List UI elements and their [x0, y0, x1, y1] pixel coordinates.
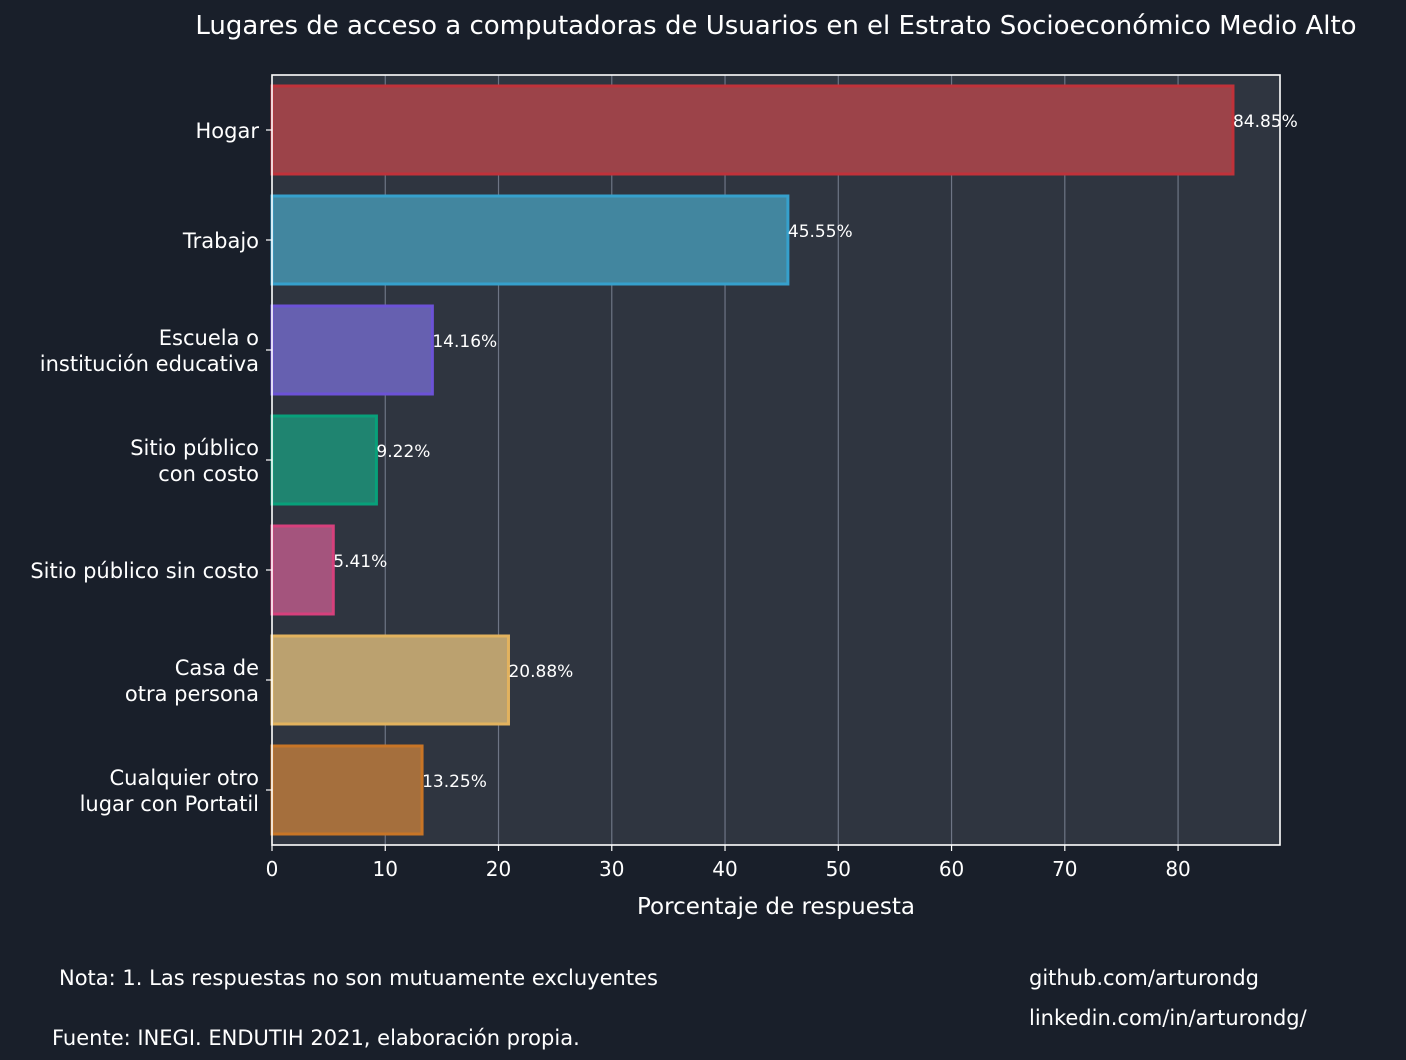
- y-tick-label: Casa de otra persona: [125, 656, 259, 706]
- x-tick-label: 70: [1052, 857, 1077, 881]
- bar-value-label: 20.88%: [508, 662, 573, 682]
- x-tick-label: 0: [266, 857, 279, 881]
- bar-value-label: 14.16%: [432, 332, 497, 352]
- y-axis-labels: Hogar Trabajo Escuela o institución educati…: [30, 119, 272, 816]
- y-tick-label: Hogar: [196, 119, 260, 143]
- bar: [270, 84, 1235, 176]
- bar: [270, 524, 335, 616]
- chart-title: Lugares de acceso a computadoras de Usua…: [195, 11, 1356, 41]
- footer-note: Nota: 1. Las respuestas no son mutuament…: [59, 966, 658, 990]
- x-tick-label: 40: [712, 857, 737, 881]
- bar: [270, 304, 434, 396]
- y-tick-label: Sitio público con costo: [130, 436, 259, 486]
- y-tick-label: Trabajo: [182, 229, 259, 253]
- bar: [270, 194, 790, 286]
- footer-source: Fuente: INEGI. ENDUTIH 2021, elaboración…: [52, 1026, 580, 1050]
- x-tick-label: 60: [939, 857, 964, 881]
- bar: [270, 414, 378, 506]
- bar-value-label: 13.25%: [422, 772, 487, 792]
- bar: [270, 634, 510, 726]
- y-tick-label: Escuela o institución educativa: [40, 326, 259, 376]
- x-axis-label: Porcentaje de respuesta: [637, 894, 915, 920]
- bar-value-label: 45.55%: [788, 222, 853, 242]
- x-axis-ticks: 0 10 20 30 40 50 60 70 80: [266, 845, 1191, 881]
- bar: [270, 744, 424, 836]
- bar-value-label: 9.22%: [376, 442, 430, 462]
- y-tick-label: Cualquier otro lugar con Portatil: [80, 766, 259, 816]
- github-link[interactable]: github.com/arturondg: [1029, 966, 1259, 990]
- linkedin-link[interactable]: linkedin.com/in/arturondg/: [1029, 1006, 1308, 1030]
- x-tick-label: 80: [1165, 857, 1190, 881]
- x-tick-label: 50: [826, 857, 851, 881]
- bar-value-label: 5.41%: [333, 552, 387, 572]
- x-tick-label: 10: [373, 857, 398, 881]
- bar-value-label: 84.85%: [1233, 112, 1298, 132]
- x-tick-label: 20: [486, 857, 511, 881]
- y-tick-label: Sitio público sin costo: [30, 559, 259, 583]
- bars: 84.85% 45.55% 14.16% 9.22% 5.41% 20.88% 13.25%: [270, 84, 1298, 836]
- x-tick-label: 30: [599, 857, 624, 881]
